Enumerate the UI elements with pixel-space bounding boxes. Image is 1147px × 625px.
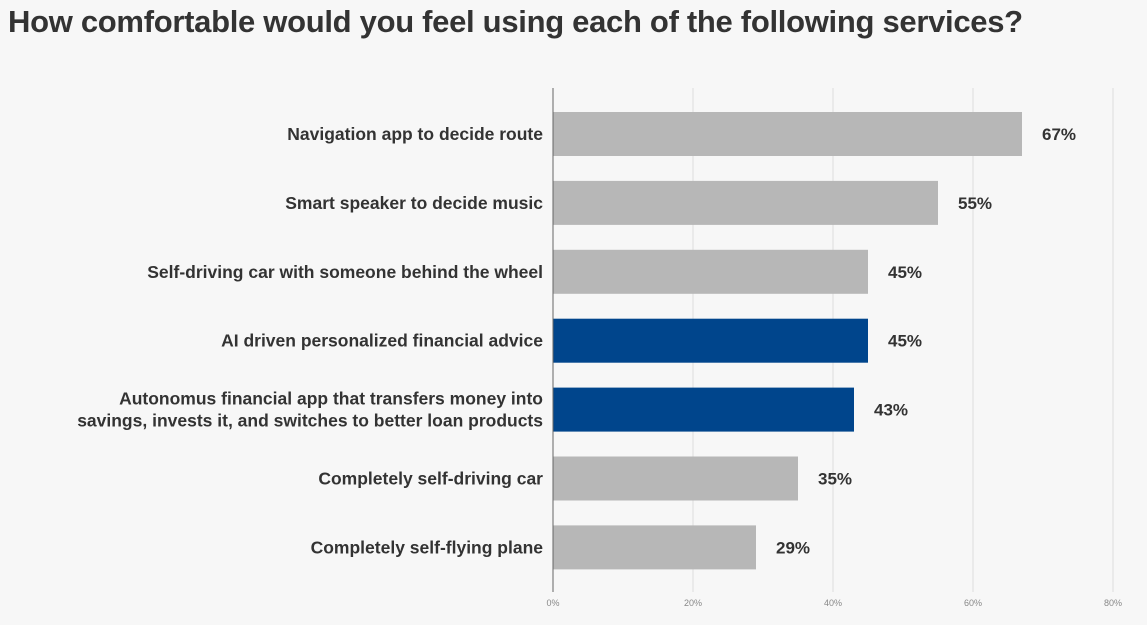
bar-value-label: 55% <box>958 194 992 213</box>
x-tick-label: 20% <box>684 598 702 608</box>
category-label-line: savings, invests it, and switches to bet… <box>77 411 543 431</box>
x-tick-label: 0% <box>546 598 559 608</box>
bar <box>553 387 854 432</box>
bar <box>553 180 938 225</box>
category-label: Completely self-driving car <box>318 469 543 489</box>
value-labels: 67% 55% 45% 45% 43% 35% 29% <box>776 125 1076 557</box>
category-label: Autonomus financial app that transfers m… <box>77 389 543 431</box>
category-label: Completely self-flying plane <box>311 537 544 557</box>
category-label-line: Self-driving car with someone behind the… <box>147 262 543 282</box>
category-labels: Navigation app to decide route Smart spea… <box>77 124 543 557</box>
bars <box>553 112 1022 570</box>
category-label-line: Autonomus financial app that transfers m… <box>119 389 543 409</box>
bar <box>553 456 798 501</box>
category-label: Navigation app to decide route <box>287 124 543 144</box>
bar-value-label: 45% <box>888 332 922 351</box>
category-label-line: AI driven personalized financial advice <box>221 331 543 351</box>
x-axis-ticks: 0% 20% 40% 60% 80% <box>546 598 1122 608</box>
bar-value-label: 43% <box>874 401 908 420</box>
category-label-line: Navigation app to decide route <box>287 124 543 144</box>
bar <box>553 318 868 363</box>
bar-value-label: 35% <box>818 470 852 489</box>
bar <box>553 249 868 294</box>
category-label-line: Completely self-flying plane <box>311 537 544 557</box>
category-label: AI driven personalized financial advice <box>221 331 543 351</box>
bar <box>553 112 1022 156</box>
bar-value-label: 67% <box>1042 125 1076 144</box>
bar-value-label: 45% <box>888 263 922 282</box>
category-label-line: Completely self-driving car <box>318 469 543 489</box>
x-tick-label: 40% <box>824 598 842 608</box>
category-label: Smart speaker to decide music <box>285 193 543 213</box>
chart-title: How comfortable would you feel using eac… <box>8 4 1023 39</box>
bar <box>553 525 756 570</box>
category-label: Self-driving car with someone behind the… <box>147 262 543 282</box>
bar-value-label: 29% <box>776 538 810 557</box>
x-tick-label: 60% <box>964 598 982 608</box>
category-label-line: Smart speaker to decide music <box>285 193 543 213</box>
x-tick-label: 80% <box>1104 598 1122 608</box>
